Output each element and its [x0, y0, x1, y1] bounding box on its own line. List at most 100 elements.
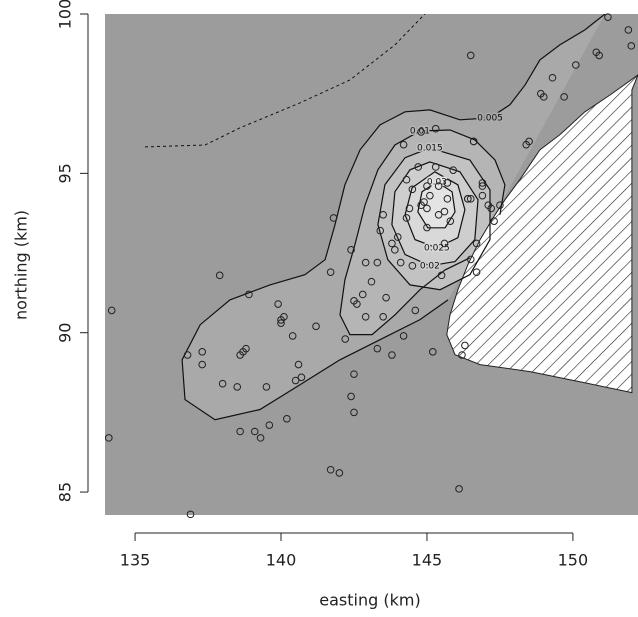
excluded-region [446, 74, 638, 394]
sample-point [417, 128, 425, 136]
sample-point [382, 293, 390, 302]
sample-point [466, 255, 475, 264]
sample-point [420, 198, 428, 206]
sample-point [627, 42, 636, 50]
sample-point [472, 239, 481, 248]
sample-point [280, 312, 288, 321]
sample-point [487, 204, 495, 213]
sample-point [326, 465, 335, 474]
sample-point [347, 246, 355, 254]
sample-point [440, 207, 449, 216]
sample-point [466, 51, 475, 60]
sample-point [233, 383, 242, 391]
sample-point [396, 258, 405, 267]
sample-point [250, 427, 259, 436]
x-tick-label: 135 [120, 551, 151, 570]
sample-point [525, 137, 533, 146]
sample-point [218, 379, 227, 388]
dashed-contour [144, 14, 426, 148]
sample-point [496, 201, 504, 210]
contour-line [339, 129, 506, 336]
sample-point [277, 319, 285, 327]
sample-point [604, 13, 612, 21]
y-tick-label: 85 [56, 482, 75, 502]
sample-point [443, 179, 452, 187]
sample-point [428, 348, 437, 356]
sample-point [466, 195, 475, 203]
sample-point [402, 175, 411, 184]
sample-point [572, 61, 580, 69]
sample-point [434, 210, 443, 219]
sample-point [326, 268, 335, 276]
contour-label: 0.03 [427, 177, 447, 187]
sample-point [288, 332, 297, 340]
contour-line [377, 147, 491, 291]
contour-label: 0.005 [477, 113, 503, 123]
sample-point [405, 204, 414, 213]
sample-point [242, 344, 250, 353]
sample-point [478, 182, 487, 190]
y-tick-label: 100 [56, 0, 75, 29]
sample-point [373, 344, 382, 353]
sample-point [347, 392, 355, 401]
sample-point [367, 277, 376, 286]
sample-point [245, 290, 253, 299]
contour-label: 0.02 [420, 261, 440, 271]
sample-point [434, 182, 443, 190]
y-tick-label: 90 [56, 323, 75, 343]
sample-point [399, 140, 408, 149]
sample-point [478, 191, 487, 200]
sample-point [399, 332, 408, 340]
sample-point [431, 124, 440, 133]
sample-point [437, 271, 446, 280]
sample-point [388, 239, 396, 248]
sample-point [283, 414, 291, 423]
sample-point [361, 258, 370, 267]
sample-point [291, 376, 300, 385]
sample-point [335, 469, 344, 477]
sample-point [449, 166, 458, 174]
sample-point [388, 351, 396, 359]
sample-point [358, 290, 367, 299]
x-axis-label: easting (km) [319, 591, 420, 610]
sample-point [391, 246, 399, 254]
sample-point [350, 370, 358, 378]
sample-point [373, 258, 382, 267]
sample-point [539, 93, 548, 101]
sample-point [183, 351, 192, 359]
sample-point [236, 427, 244, 436]
sample-point [431, 163, 440, 171]
sample-point [443, 195, 452, 203]
sample-point [186, 510, 195, 519]
contour-label: 0.015 [417, 143, 443, 153]
sample-point [107, 306, 116, 315]
sample-point [353, 300, 361, 308]
sample-point [458, 351, 466, 359]
sample-point [461, 341, 469, 350]
sample-point [215, 271, 224, 280]
sample-point [265, 421, 274, 429]
sample-point [408, 185, 417, 194]
sample-point [361, 312, 370, 321]
sample-point [329, 214, 338, 222]
sample-point [393, 233, 402, 241]
sample-point [294, 360, 303, 369]
sample-point [379, 312, 387, 321]
sample-point [423, 223, 431, 232]
contour-label: 0.025 [424, 243, 450, 253]
y-tick-label: 95 [56, 163, 75, 183]
sample-point [423, 204, 431, 213]
sample-point [379, 210, 387, 219]
sample-point [595, 51, 603, 60]
sample-point [464, 195, 472, 203]
sample-point [472, 268, 481, 276]
sample-point [408, 261, 417, 270]
contour-line [417, 181, 456, 229]
sample-point [350, 408, 358, 417]
sample-point [490, 217, 498, 225]
sample-point [274, 300, 282, 308]
sample-point [478, 179, 487, 187]
sample-point [440, 239, 449, 248]
sample-point [256, 434, 265, 442]
sample-point [548, 73, 557, 82]
